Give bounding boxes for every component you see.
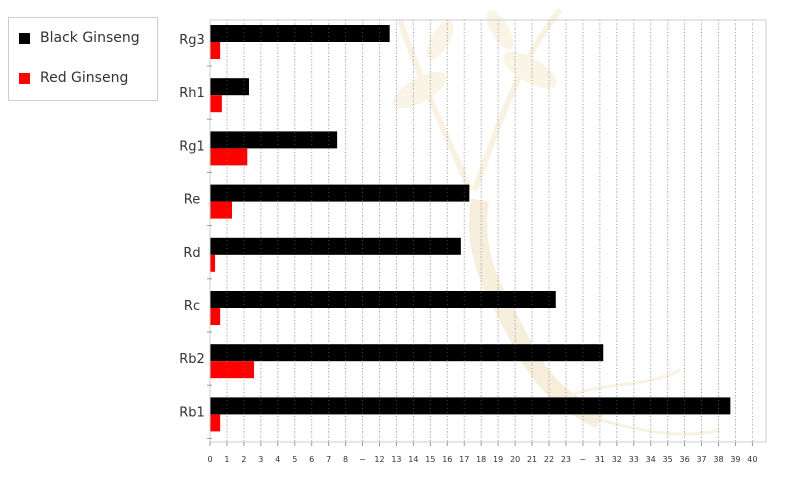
bar-red-ginseng — [210, 254, 216, 272]
legend-item-black-ginseng: Black Ginseng — [19, 31, 150, 46]
bar-black-ginseng — [210, 184, 470, 202]
category-label: Rd — [183, 246, 200, 261]
bar-black-ginseng — [210, 291, 556, 308]
x-tick-label: ~ — [359, 455, 366, 464]
legend-swatch-red — [19, 73, 30, 84]
bar-red-ginseng — [210, 42, 221, 59]
x-tick-label: 21 — [527, 455, 537, 464]
x-tick-label: 8 — [343, 455, 348, 464]
x-tick-label: 20 — [510, 455, 520, 464]
x-tick-label: 22 — [544, 455, 554, 464]
bar-red-ginseng — [210, 201, 233, 219]
x-tick-label: 19 — [493, 455, 503, 464]
x-tick-label: 7 — [326, 455, 331, 464]
ginseng-plant-watermark-icon — [393, 8, 721, 436]
x-tick-label: 2 — [241, 455, 246, 464]
category-label: Rb1 — [179, 405, 205, 420]
x-tick-label: ~ — [580, 455, 587, 464]
bar-black-ginseng — [210, 397, 731, 415]
chart-legend: Black Ginseng Red Ginseng — [8, 17, 158, 101]
bar-red-ginseng — [210, 361, 255, 379]
x-tick-labels: 0 1 2 3 4 5 6 7 8 ~12 13 14 15 16 17 18 19 20 21 22 23 ~31 32 3… — [207, 455, 757, 464]
category-label: Rb2 — [179, 352, 205, 367]
x-tick-label: 0 — [207, 455, 212, 464]
x-tick-label: 37 — [696, 455, 706, 464]
plot-border — [209, 19, 767, 443]
x-tick-label: 15 — [425, 455, 435, 464]
legend-label-black-ginseng: Black Ginseng — [40, 30, 140, 46]
x-tick-label: 14 — [408, 455, 418, 464]
x-tick-label: 34 — [646, 455, 656, 464]
category-label: Rc — [184, 299, 200, 314]
bar-black-ginseng — [210, 131, 338, 149]
x-tick-label: 17 — [459, 455, 469, 464]
x-tick-label: 31 — [595, 455, 605, 464]
bar-black-ginseng — [210, 237, 461, 255]
x-tick-label: 4 — [275, 455, 280, 464]
category-labels: Rg3 Rh1 Rg1 Re Rd Rc Rb2 Rb1 — [179, 33, 205, 420]
x-tick-label: 35 — [663, 455, 673, 464]
x-tick-label: 16 — [442, 455, 452, 464]
category-label: Rg3 — [179, 33, 205, 48]
legend-label-red-ginseng: Red Ginseng — [40, 70, 129, 86]
bars — [210, 20, 753, 442]
bar-black-ginseng — [210, 344, 604, 362]
x-tick-label: 18 — [476, 455, 486, 464]
bar-red-ginseng — [210, 148, 248, 166]
x-tick-label: 38 — [713, 455, 723, 464]
legend-item-red-ginseng: Red Ginseng — [19, 71, 150, 86]
grid-lines — [226, 20, 753, 442]
bar-red-ginseng — [210, 308, 221, 325]
bar-red-ginseng — [210, 414, 221, 432]
x-tick-label: 12 — [374, 455, 384, 464]
x-tick-label: 6 — [309, 455, 314, 464]
x-tick-label: 23 — [561, 455, 571, 464]
bar-red-ginseng — [210, 95, 222, 113]
x-tick-label: 33 — [629, 455, 639, 464]
x-tick-label: 36 — [680, 455, 690, 464]
x-tick-label: 1 — [224, 455, 229, 464]
category-label: Re — [184, 193, 200, 208]
legend-swatch-black — [19, 33, 30, 44]
x-tick-label: 32 — [612, 455, 622, 464]
x-tick-label: 39 — [730, 455, 740, 464]
category-label: Rh1 — [179, 86, 205, 101]
bar-black-ginseng — [210, 25, 390, 42]
x-tick-label: 3 — [258, 455, 263, 464]
x-tick-label: 40 — [747, 455, 757, 464]
category-label: Rg1 — [179, 139, 205, 154]
bar-black-ginseng — [210, 78, 249, 96]
x-tick-label: 13 — [391, 455, 401, 464]
axes — [207, 19, 767, 446]
x-tick-label: 5 — [292, 455, 297, 464]
